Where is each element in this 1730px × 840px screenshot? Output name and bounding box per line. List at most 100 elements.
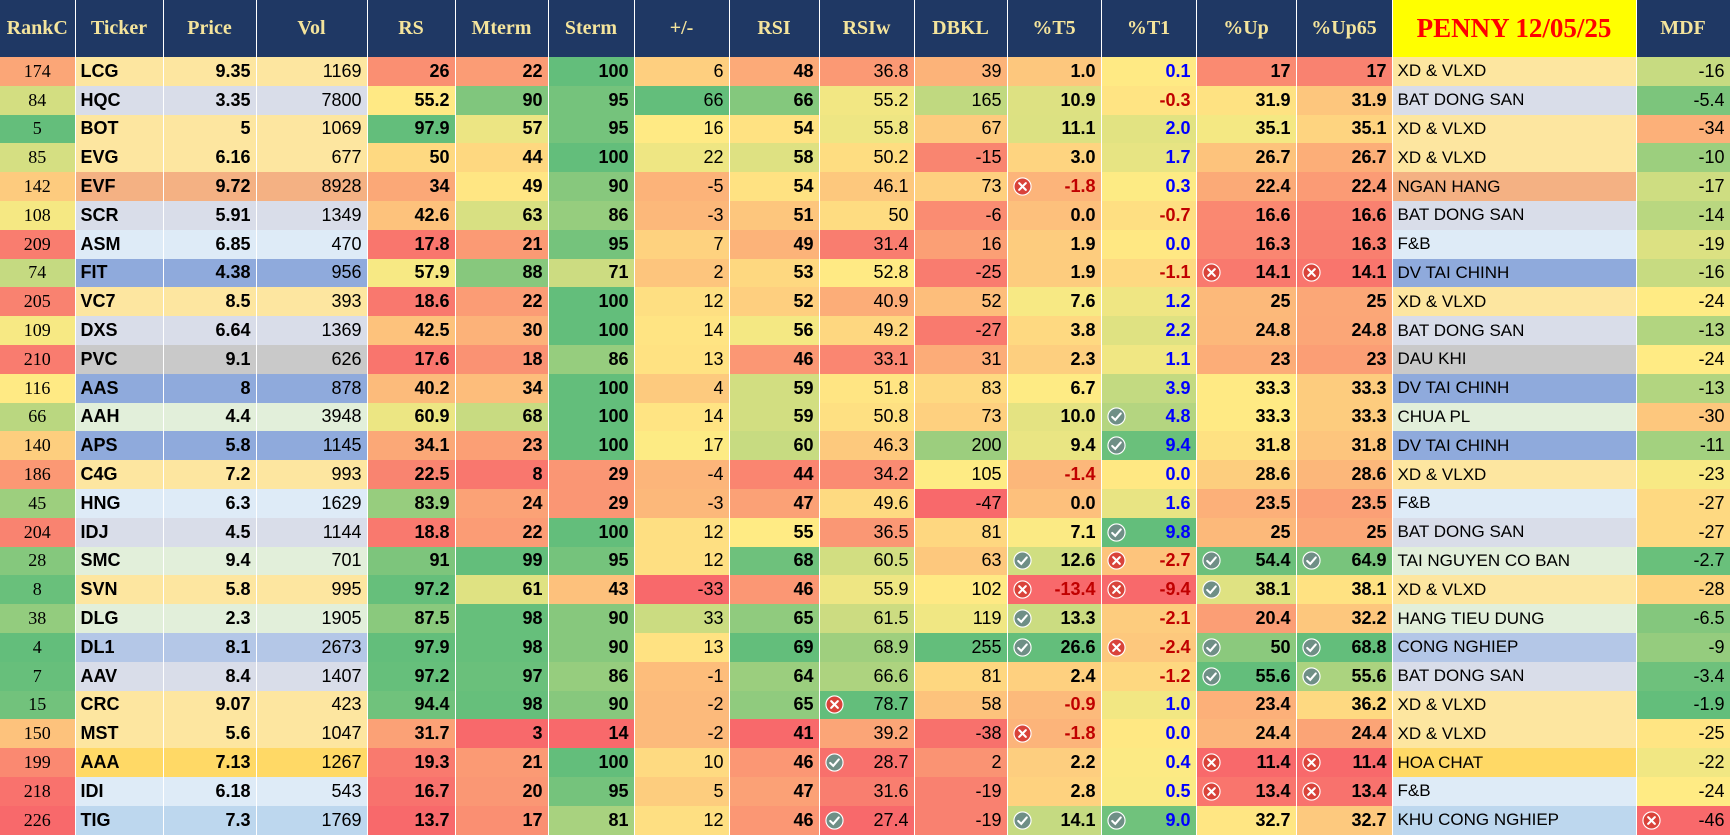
cell: -1.4 (1007, 460, 1102, 489)
stock-row: 226 TIG 7.3 1769 13.7 17 81 12 46 27.4 -19 14.1 9.0 3… (0, 805, 1730, 835)
cross-icon (1012, 177, 1032, 196)
cell: -2 (634, 719, 730, 749)
cell: 100 (548, 316, 635, 345)
cell-text: -1.9 (1693, 694, 1725, 715)
cell: 60.9 (367, 402, 456, 432)
cell-text: -25 (975, 262, 1002, 283)
check-icon (824, 810, 844, 830)
cell: 5 (163, 114, 257, 144)
cell: 48 (729, 57, 820, 86)
cell-text: 1144 (322, 521, 362, 542)
cell: EVG (75, 143, 164, 173)
cell: 209 (0, 229, 76, 259)
cell: 5 (0, 114, 76, 144)
cell: -24 (1636, 344, 1730, 374)
cell-text: -0.3 (1159, 89, 1191, 110)
cell: TIG (75, 805, 164, 835)
cell: SCR (75, 200, 164, 230)
cross-icon (1201, 263, 1221, 283)
cell: 22.4 (1196, 172, 1297, 201)
cell-text: -9.4 (1159, 579, 1191, 600)
cell-text: 100 (598, 521, 629, 542)
cell: 2.0 (1101, 114, 1197, 144)
cell-text: 20 (522, 780, 543, 801)
cell-text: F&B (1397, 234, 1431, 254)
cell: 100 (548, 143, 635, 173)
cell-text: 99 (522, 550, 543, 571)
cell: -16 (1636, 258, 1730, 288)
cell-text: -3 (707, 492, 724, 513)
cell-text: -5.4 (1693, 89, 1725, 110)
cell-text: 32.7 (1351, 809, 1387, 830)
check-icon (1106, 407, 1126, 427)
cell-text: 8.1 (225, 636, 251, 657)
cell-text: 13 (703, 636, 724, 657)
cell: 28.7 (819, 748, 915, 777)
cell-text: 24 (522, 492, 543, 513)
cell-text: 22 (522, 521, 543, 542)
cell: BAT DONG SAN (1392, 85, 1637, 115)
cell: XD & VLXD (1392, 719, 1637, 749)
cell-text: 626 (331, 348, 362, 369)
stock-row: 85 EVG 6.16 677 50 44 100 22 58 50.2 -15 3.0 1.7 26.7… (0, 143, 1730, 173)
check-icon (1106, 436, 1126, 455)
cell-text: BAT DONG SAN (1397, 522, 1525, 542)
cell: 1629 (256, 488, 368, 518)
cell-text: 8.4 (225, 665, 251, 686)
cell-text: 200 (971, 435, 1002, 456)
cell: 3.35 (163, 85, 257, 115)
cell-text: 174 (23, 60, 51, 81)
cell-text: 108 (23, 204, 51, 225)
cell: 95 (548, 229, 635, 259)
cell: 50 (819, 200, 915, 230)
cell-text: 36.5 (873, 521, 909, 542)
cell-text: CHUA PL (1397, 406, 1471, 426)
cell: 55.2 (819, 85, 915, 115)
cell: 11.1 (1007, 114, 1102, 144)
cell-text: 31.6 (873, 780, 909, 801)
cell: 6.85 (163, 229, 257, 259)
cell-text: 33.3 (1351, 406, 1387, 427)
cell-text: 22 (522, 60, 543, 81)
cell: 626 (256, 344, 368, 374)
cell-text: 95 (608, 780, 629, 801)
cell-text: 1349 (321, 204, 362, 225)
cell-text: 88 (522, 262, 543, 283)
cell: 1369 (256, 316, 368, 345)
cell: 100 (548, 57, 635, 86)
cell: 52.8 (819, 258, 915, 288)
cell: -19 (914, 805, 1008, 835)
cell: 995 (256, 575, 368, 605)
cell-text: CRC (80, 694, 120, 715)
cell-text: 56 (793, 320, 814, 341)
cell: 63 (914, 546, 1008, 576)
cell: 165 (914, 85, 1008, 115)
cell: 9.4 (1007, 431, 1102, 461)
cell-text: 46 (793, 752, 814, 773)
stock-row: 7 AAV 8.4 1407 97.2 97 86 -1 64 66.6 81 2.4 -1.2 55.6… (0, 661, 1730, 691)
cell-text: SMC (80, 550, 121, 571)
cell: -27 (1636, 488, 1730, 518)
cell: 33.3 (1296, 373, 1393, 403)
cell-text: 86 (608, 348, 629, 369)
cell-text: 86 (608, 665, 629, 686)
cell-text: 83 (981, 377, 1002, 398)
cell: 65 (729, 604, 820, 633)
cell: 60 (729, 431, 820, 461)
cell: 14.1 (1007, 805, 1102, 835)
cell-text: 65 (793, 608, 814, 629)
cell-text: -0.9 (1064, 694, 1096, 715)
cell: 10.9 (1007, 85, 1102, 115)
cell: -3.4 (1636, 661, 1730, 691)
check-icon (1012, 551, 1032, 571)
cell-text: 46.3 (873, 435, 909, 456)
cell: -19 (914, 776, 1008, 806)
cell-text: 81 (981, 521, 1002, 542)
cell-text: 9.4 (1070, 435, 1096, 456)
cell-text: 100 (598, 291, 629, 312)
cell-text: 150 (23, 723, 51, 744)
cell: 5.8 (163, 575, 257, 605)
cell-text: 36.8 (873, 60, 909, 81)
cell: 31.6 (819, 776, 915, 806)
